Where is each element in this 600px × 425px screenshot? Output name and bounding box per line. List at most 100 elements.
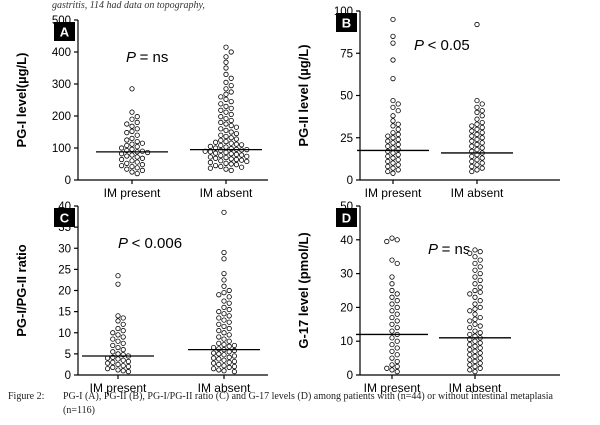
data-point bbox=[221, 256, 227, 262]
data-point bbox=[221, 352, 227, 358]
data-point bbox=[221, 270, 227, 277]
data-point bbox=[125, 363, 131, 370]
data-point bbox=[395, 141, 401, 148]
y-tick-label: 10 bbox=[58, 328, 71, 340]
p-value-annotation: P < 0.05 bbox=[414, 37, 470, 54]
data-point bbox=[385, 138, 391, 144]
data-point bbox=[207, 165, 213, 171]
data-point bbox=[239, 157, 245, 163]
data-point bbox=[472, 353, 478, 360]
data-point bbox=[223, 103, 229, 110]
data-point bbox=[479, 119, 485, 126]
data-point bbox=[469, 153, 475, 159]
data-point bbox=[390, 33, 396, 39]
data-point bbox=[228, 83, 234, 89]
p-value: < 0.006 bbox=[132, 235, 182, 252]
data-point bbox=[216, 334, 222, 340]
data-point bbox=[228, 140, 234, 146]
data-point bbox=[233, 136, 239, 142]
category-label: IM present bbox=[104, 186, 161, 200]
data-point bbox=[384, 365, 390, 371]
data-point bbox=[469, 143, 475, 149]
data-point bbox=[223, 59, 229, 65]
y-tick-label: 20 bbox=[340, 302, 353, 314]
data-point bbox=[134, 114, 140, 120]
data-point bbox=[474, 116, 480, 122]
data-point bbox=[115, 361, 121, 368]
data-point bbox=[218, 107, 224, 113]
data-point bbox=[207, 149, 213, 155]
data-point bbox=[115, 344, 121, 351]
data-point bbox=[467, 341, 473, 348]
data-point bbox=[474, 141, 480, 148]
y-tick-label: 0 bbox=[347, 370, 353, 382]
data-point bbox=[479, 135, 485, 141]
p-symbol: P bbox=[126, 49, 140, 66]
data-point bbox=[394, 345, 400, 351]
data-point bbox=[218, 126, 224, 132]
data-point bbox=[469, 133, 475, 139]
data-point bbox=[129, 141, 135, 147]
data-point bbox=[228, 129, 234, 135]
data-point bbox=[216, 340, 222, 346]
data-point bbox=[134, 132, 140, 138]
data-point bbox=[218, 142, 224, 149]
data-point bbox=[479, 165, 485, 171]
data-point bbox=[115, 325, 121, 332]
data-point bbox=[228, 75, 234, 81]
data-point bbox=[469, 128, 475, 134]
data-point bbox=[134, 119, 140, 126]
data-point bbox=[233, 141, 239, 147]
data-point bbox=[223, 115, 229, 122]
p-symbol: P bbox=[118, 235, 132, 252]
data-point bbox=[228, 151, 234, 157]
data-point bbox=[228, 156, 234, 162]
panel-label: D bbox=[342, 211, 351, 226]
data-point bbox=[477, 340, 483, 346]
data-point bbox=[125, 369, 131, 375]
data-point bbox=[395, 126, 401, 132]
data-point bbox=[216, 346, 222, 352]
y-tick-label: 0 bbox=[65, 370, 71, 382]
data-point bbox=[394, 311, 400, 317]
data-point bbox=[120, 357, 126, 363]
data-point bbox=[477, 264, 483, 270]
data-point bbox=[467, 357, 473, 363]
data-point bbox=[125, 358, 131, 365]
data-point bbox=[390, 140, 396, 146]
data-point bbox=[477, 345, 483, 351]
data-point bbox=[472, 363, 478, 370]
data-point bbox=[216, 351, 222, 357]
data-point bbox=[120, 363, 126, 369]
data-point bbox=[390, 135, 396, 141]
data-point bbox=[221, 209, 227, 215]
data-point bbox=[110, 336, 116, 342]
data-point bbox=[218, 119, 224, 126]
data-point bbox=[218, 158, 224, 164]
data-point bbox=[218, 114, 224, 120]
data-point bbox=[389, 355, 395, 361]
category-label: IM absent bbox=[449, 381, 502, 395]
data-point bbox=[115, 273, 121, 279]
p-value-annotation: P = ns bbox=[428, 241, 470, 258]
y-axis-label: PG-I/PG-II ratio bbox=[14, 244, 29, 337]
data-point bbox=[394, 352, 400, 358]
p-value-annotation: P < 0.006 bbox=[118, 235, 182, 252]
data-point bbox=[223, 139, 229, 145]
data-point bbox=[228, 123, 234, 129]
y-tick-label: 30 bbox=[58, 243, 71, 255]
data-point bbox=[115, 338, 121, 344]
data-point bbox=[231, 369, 237, 375]
data-point bbox=[119, 163, 125, 169]
data-point bbox=[394, 363, 400, 370]
data-point bbox=[394, 325, 400, 331]
data-point bbox=[120, 334, 126, 340]
data-point bbox=[124, 121, 130, 127]
figure-caption: Figure 2: PG-I (A), PG-II (B), PG-I/PG-II… bbox=[8, 390, 596, 418]
data-point bbox=[390, 76, 396, 82]
data-point bbox=[231, 363, 237, 370]
data-point bbox=[395, 157, 401, 163]
data-point bbox=[110, 330, 116, 336]
